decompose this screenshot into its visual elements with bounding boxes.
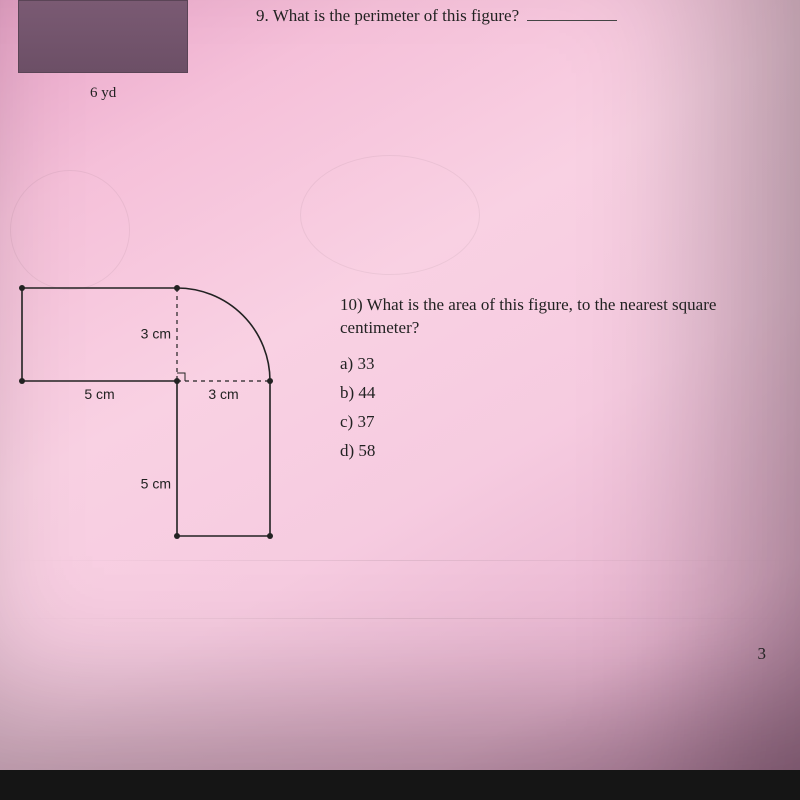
fill-in-blank — [527, 20, 617, 21]
question-9-text: What is the perimeter of this figure? — [273, 6, 519, 25]
svg-text:3 cm: 3 cm — [208, 386, 238, 402]
worksheet-photo: 6 yd 9. What is the perimeter of this fi… — [0, 0, 800, 780]
option-b: b) 44 — [340, 379, 375, 408]
figure-svg: 5 cm 3 cm 3 cm 5 cm — [14, 280, 314, 570]
svg-text:5 cm: 5 cm — [141, 476, 171, 492]
question-10-figure: 5 cm 3 cm 3 cm 5 cm — [14, 280, 314, 570]
prev-figure-rectangle — [18, 0, 188, 73]
photo-dark-margin — [0, 770, 800, 800]
question-9-number: 9. — [256, 6, 269, 25]
question-9: 9. What is the perimeter of this figure? — [256, 6, 617, 26]
question-10: 10) What is the area of this figure, to … — [340, 294, 760, 340]
question-10-text: What is the area of this figure, to the … — [340, 295, 716, 337]
option-d: d) 58 — [340, 437, 375, 466]
option-c: c) 37 — [340, 408, 375, 437]
page-number: 3 — [758, 644, 767, 664]
svg-text:5 cm: 5 cm — [84, 386, 114, 402]
question-10-number: 10) — [340, 295, 363, 314]
option-a: a) 33 — [340, 350, 375, 379]
question-10-options: a) 33 b) 44 c) 37 d) 58 — [340, 350, 375, 466]
prev-figure-bottom-label: 6 yd — [90, 85, 116, 102]
svg-text:3 cm: 3 cm — [141, 326, 171, 342]
